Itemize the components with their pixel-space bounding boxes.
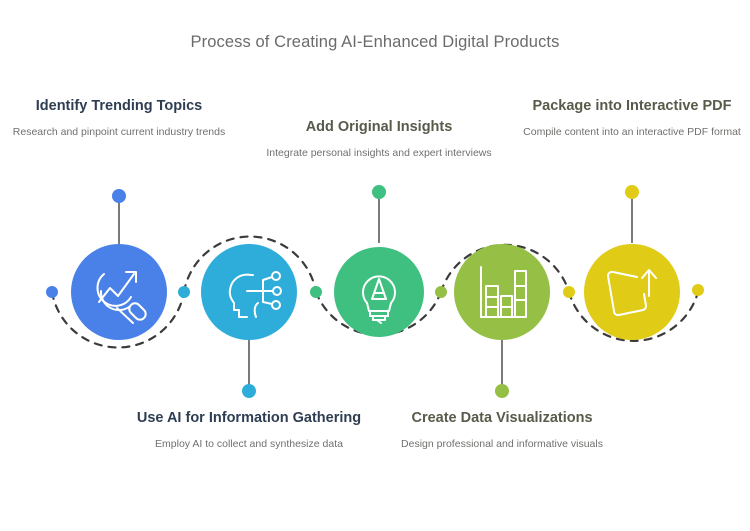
dot-between-4-5	[563, 286, 575, 298]
label-stems	[118, 196, 633, 386]
dot-between-2-3	[310, 286, 322, 298]
dot-between-1-2	[178, 286, 190, 298]
dot-between-3-4	[435, 286, 447, 298]
stem-dot-step-1	[112, 189, 126, 203]
start-dot	[46, 286, 58, 298]
step-label-3: Add Original Insights Integrate personal…	[264, 118, 494, 161]
step-label-5: Package into Interactive PDF Compile con…	[517, 97, 747, 140]
step-label-4: Create Data Visualizations Design profes…	[387, 409, 617, 452]
arc-below-step-1	[50, 290, 186, 349]
stem-dot-step-5	[625, 185, 639, 199]
arc-below-step-5	[567, 290, 700, 342]
stem-dot-step-2	[242, 384, 256, 398]
step-title-5: Package into Interactive PDF	[532, 98, 732, 114]
step-circle-5[interactable]	[584, 244, 680, 340]
bar-chart-icon	[480, 266, 527, 318]
stem-dot-step-3	[372, 185, 386, 199]
document-upload-icon	[607, 269, 657, 317]
page-title: Process of Creating AI-Enhanced Digital …	[190, 33, 560, 51]
step-description-4: Design professional and informative visu…	[401, 438, 603, 451]
stem-dot-step-4	[495, 384, 509, 398]
step-title-2: Use AI for Information Gathering	[136, 410, 362, 426]
step-description-5: Compile content into an interactive PDF …	[523, 126, 741, 139]
step-description-2: Employ AI to collect and synthesize data	[155, 438, 343, 451]
step-title-1: Identify Trending Topics	[35, 98, 203, 114]
end-dot	[692, 284, 704, 296]
step-title-3: Add Original Insights	[305, 119, 453, 135]
arc-above-step-2	[182, 235, 318, 294]
step-label-2: Use AI for Information Gathering Employ …	[134, 409, 364, 452]
step-label-1: Identify Trending Topics Research and pi…	[4, 97, 234, 140]
step-title-4: Create Data Visualizations	[411, 410, 593, 426]
step-circle-1[interactable]	[71, 244, 167, 340]
ai-head-circuit-icon	[228, 271, 282, 318]
magnifier-trend-icon	[96, 271, 147, 324]
lightbulb-pencil-icon	[362, 275, 396, 324]
step-description-1: Research and pinpoint current industry t…	[12, 126, 226, 139]
step-circle-4[interactable]	[454, 244, 550, 340]
step-description-3: Integrate personal insights and expert i…	[266, 147, 492, 160]
